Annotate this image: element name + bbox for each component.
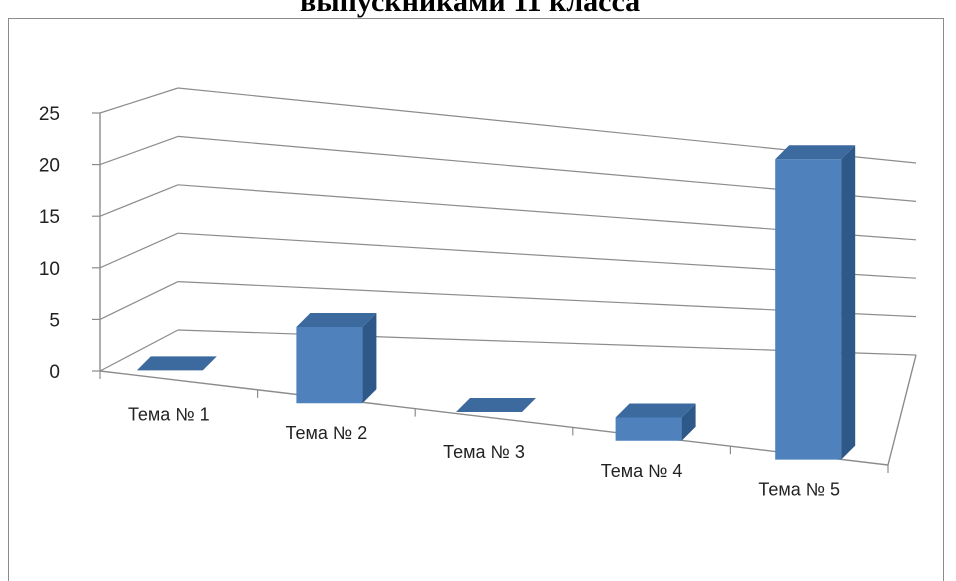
bar-side	[841, 145, 856, 460]
bar-top	[775, 145, 856, 160]
side-gridline-5	[99, 281, 179, 320]
bar-front	[615, 417, 682, 441]
category-label: Тема № 5	[758, 480, 840, 500]
y-tick-label: 20	[39, 156, 60, 177]
bar-1	[136, 356, 217, 371]
category-label: Тема № 4	[601, 461, 683, 481]
bars	[136, 145, 856, 460]
floor-right-edge	[887, 354, 917, 466]
axes	[92, 112, 917, 473]
y-tick-labels: 0 5 10 15 20 25	[39, 104, 60, 383]
bar-2	[296, 313, 377, 404]
bar-top	[296, 313, 377, 328]
bar-side	[681, 403, 696, 441]
category-label: Тема № 3	[443, 442, 525, 462]
category-labels: Тема № 1 Тема № 2 Тема № 3 Тема № 4 Тема № 5	[128, 404, 840, 499]
x-axis-line	[99, 370, 889, 466]
chart-frame	[8, 18, 944, 581]
side-gridline-25	[99, 87, 179, 114]
category-label: Тема № 1	[128, 404, 210, 424]
bar-side	[362, 313, 377, 404]
bar-top	[615, 403, 696, 418]
bar-4	[615, 403, 696, 441]
y-tick-label: 25	[39, 104, 60, 125]
y-tick-label: 0	[49, 362, 60, 383]
side-gridline-20	[99, 135, 179, 166]
y-tick-label: 15	[39, 207, 60, 228]
bar-front	[775, 159, 842, 460]
category-label: Тема № 2	[286, 423, 368, 443]
y-tick-label: 5	[49, 310, 60, 331]
side-gridline-15	[99, 184, 179, 217]
side-gridline-0	[99, 329, 179, 372]
side-gridline-10	[99, 232, 179, 269]
bar-top	[136, 356, 217, 371]
y-tick-label: 10	[39, 259, 60, 280]
bar-front	[296, 327, 363, 404]
bar-5	[775, 145, 856, 460]
chart-title: выпускниками 11 класса	[300, 0, 641, 18]
bar-3	[456, 398, 536, 412]
bar-top	[456, 398, 536, 412]
